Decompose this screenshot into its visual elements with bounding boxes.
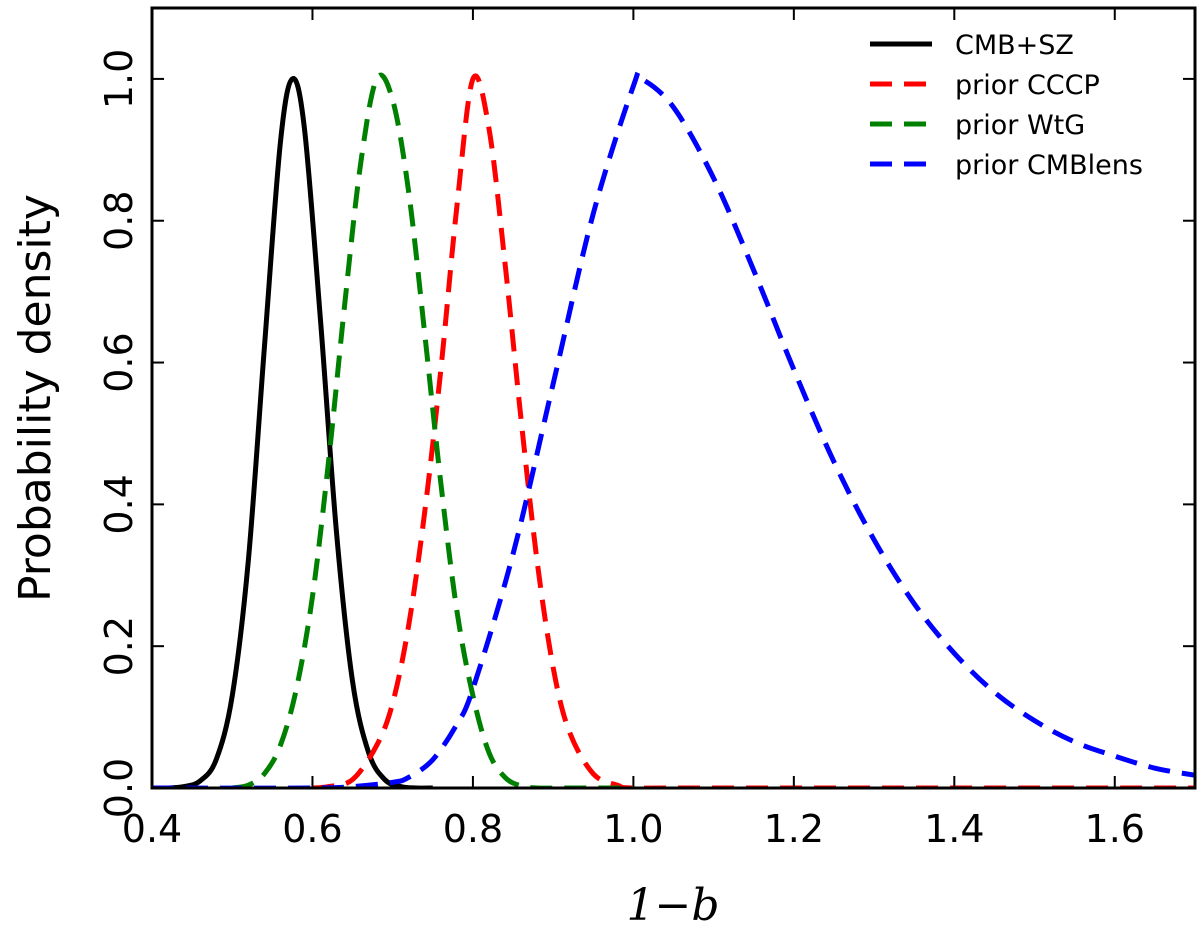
y-tick-label: 0.2 <box>97 616 141 676</box>
x-tick-label: 1.4 <box>924 807 984 851</box>
y-tick-label: 0.0 <box>97 758 141 818</box>
y-tick-label: 0.6 <box>97 332 141 392</box>
y-tick-label: 0.8 <box>97 191 141 251</box>
legend-item-prior-cccp: prior CCCP <box>870 70 1100 101</box>
y-tick-label: 1.0 <box>97 49 141 109</box>
y-tick-label: 0.4 <box>97 474 141 534</box>
y-axis: 0.0 0.2 0.4 0.6 0.8 1.0 <box>97 49 1195 818</box>
legend-label: prior CCCP <box>955 70 1100 101</box>
x-tick-label: 0.6 <box>282 807 342 851</box>
plot-frame <box>150 6 1197 790</box>
legend-item-cmb-sz: CMB+SZ <box>870 30 1074 61</box>
x-tick-label: 0.4 <box>122 807 182 851</box>
x-tick-label: 1.2 <box>764 807 824 851</box>
legend: CMB+SZ prior CCCP prior WtG prior CMBlens <box>870 30 1143 181</box>
series-line-cmb-sz <box>152 76 433 788</box>
y-axis-label: Probability density <box>10 194 61 602</box>
legend-label: prior WtG <box>955 110 1085 141</box>
x-tick-label: 1.0 <box>603 807 663 851</box>
legend-item-prior-wtg: prior WtG <box>870 110 1085 141</box>
legend-label: CMB+SZ <box>955 30 1074 61</box>
x-axis-label: 1−b <box>626 880 719 931</box>
x-tick-label: 1.6 <box>1085 807 1145 851</box>
legend-item-prior-cmblens: prior CMBlens <box>870 150 1143 181</box>
series-line-prior-wtg <box>231 72 634 788</box>
series-line-prior-cmblens <box>152 70 1195 788</box>
x-axis: 0.4 0.6 0.8 1.0 1.2 1.4 1.6 <box>122 8 1145 851</box>
legend-label: prior CMBlens <box>955 150 1143 181</box>
x-tick-label: 0.8 <box>443 807 503 851</box>
